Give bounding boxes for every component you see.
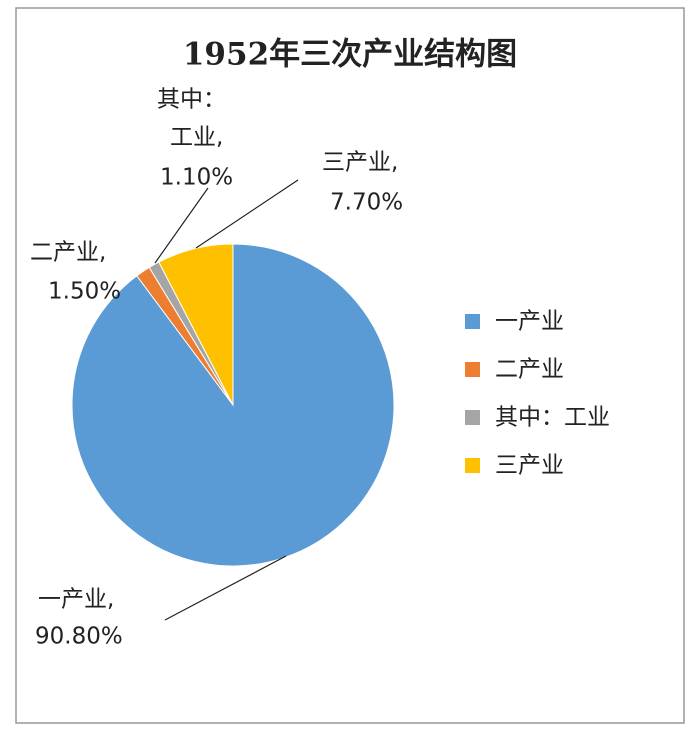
leader-line [164,555,287,621]
data-label-name: 三产业, [322,150,398,176]
data-label-name: 工业, [170,125,223,151]
legend-label: 三产业 [495,453,564,479]
legend-swatch [465,458,480,473]
data-label-name: 二产业, [30,240,106,266]
legend-swatch [465,362,480,377]
chart-title: 1952年三次产业结构图 [183,37,517,73]
data-label-name: 一产业, [38,587,114,613]
legend-label: 一产业 [495,309,564,335]
data-label-value: 1.10% [160,165,233,191]
legend-swatch [465,314,480,329]
leader-line [154,187,209,264]
legend-label: 二产业 [495,357,564,383]
legend-label: 其中：工业 [495,405,610,431]
data-label-value: 7.70% [330,190,403,216]
leader-line [195,179,299,249]
legend-swatch [465,410,480,425]
pie-slice [158,243,234,406]
data-label-value: 90.80% [35,624,123,650]
data-label-value: 1.50% [48,279,121,305]
data-label-name: 其中： [157,87,226,113]
